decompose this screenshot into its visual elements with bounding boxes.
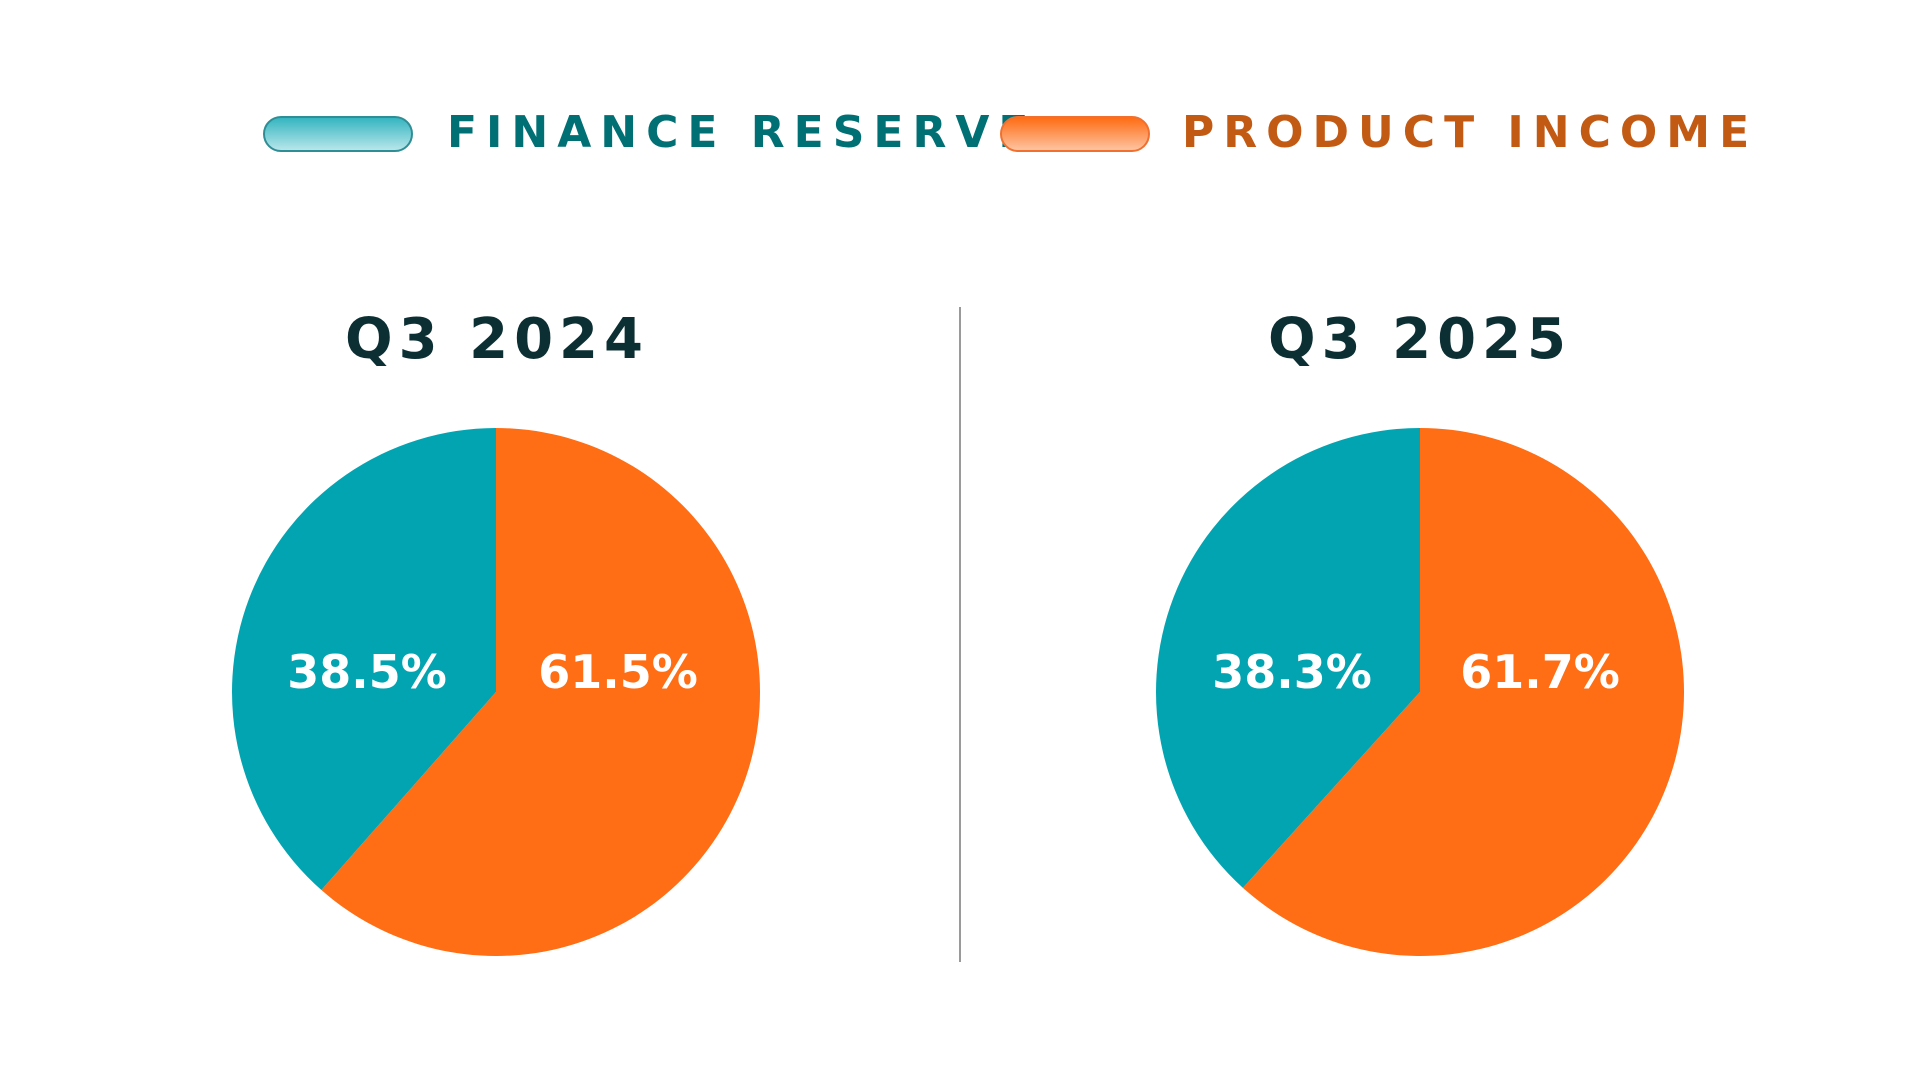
divider xyxy=(959,307,961,962)
pie-slice-1-0 xyxy=(1155,428,1420,888)
legend-label-finance-reserve: FINANCE RESERVE xyxy=(447,107,1038,158)
legend-label-product-income: PRODUCT INCOME xyxy=(1182,107,1759,158)
pie-label-0-0: 38.5% xyxy=(287,645,447,699)
legend-swatch-product-income xyxy=(1000,116,1150,152)
pie-slice-0-0 xyxy=(232,428,496,891)
chart-title-q3-2024: Q3 2024 xyxy=(345,307,649,372)
pie-slice-0-1 xyxy=(321,428,760,956)
chart-title-q3-2025: Q3 2025 xyxy=(1268,307,1572,372)
pie-label-1-0: 38.3% xyxy=(1212,645,1372,699)
pie-label-1-1: 61.7% xyxy=(1460,645,1620,699)
legend-swatch-finance-reserve xyxy=(263,116,413,152)
pie-slice-1-1 xyxy=(1242,428,1684,957)
pie-label-0-1: 61.5% xyxy=(538,645,698,699)
